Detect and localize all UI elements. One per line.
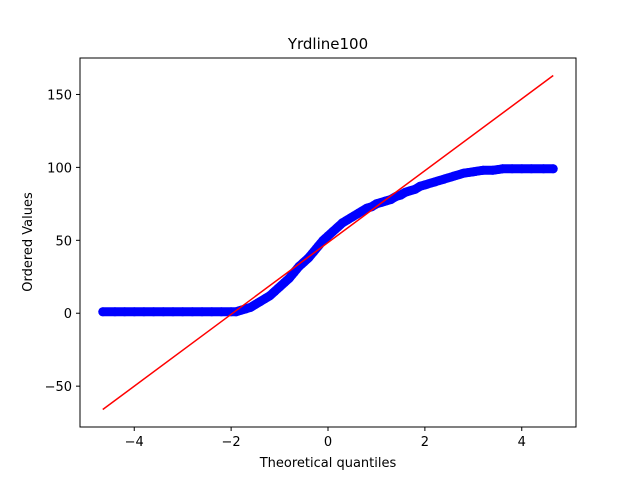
data-point [517, 164, 527, 174]
y-tick-label: −50 [45, 380, 72, 395]
data-point [420, 180, 430, 190]
data-point [120, 307, 130, 317]
x-axis: −4 −2 0 2 4 [125, 427, 526, 450]
data-point [139, 307, 149, 317]
x-tick-label: −4 [125, 435, 144, 450]
data-point [207, 307, 217, 317]
y-tick-label: 50 [55, 234, 72, 249]
data-point [478, 165, 488, 175]
data-point [216, 307, 226, 317]
data-point [449, 171, 459, 181]
data-point [158, 307, 168, 317]
data-point [488, 165, 498, 175]
chart-title: Yrdline100 [287, 35, 368, 53]
data-point [539, 164, 548, 174]
y-tick-label: 150 [47, 88, 72, 103]
data-point [149, 307, 159, 317]
data-point [430, 177, 440, 187]
data-point [129, 307, 139, 317]
data-point [178, 307, 188, 317]
data-point [98, 307, 108, 317]
data-point [548, 164, 558, 174]
data-point [110, 307, 120, 317]
y-tick-label: 0 [64, 307, 72, 322]
data-point [197, 307, 207, 317]
y-axis-label: Ordered Values [21, 192, 36, 292]
reference-line [102, 74, 554, 411]
x-tick-label: −2 [222, 435, 241, 450]
x-tick-label: 4 [518, 435, 526, 450]
data-point [459, 168, 469, 178]
data-point [168, 307, 178, 317]
plot-content [98, 74, 558, 411]
data-point [468, 167, 478, 177]
x-tick-label: 2 [421, 435, 429, 450]
x-tick-label: 0 [324, 435, 332, 450]
x-axis-label: Theoretical quantiles [259, 456, 397, 471]
data-point [187, 307, 197, 317]
data-point [497, 164, 507, 174]
y-tick-label: 100 [47, 161, 72, 176]
data-point [526, 164, 536, 174]
y-axis: −50 0 50 100 150 [45, 88, 80, 395]
data-point [507, 164, 517, 174]
data-point [439, 174, 449, 184]
